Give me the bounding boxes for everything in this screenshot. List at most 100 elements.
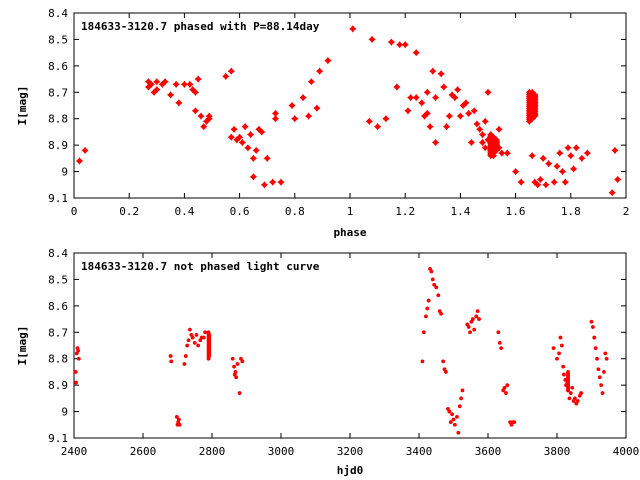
data-point — [602, 370, 606, 374]
data-point — [551, 346, 556, 351]
x-tick-label: 3000 — [268, 445, 295, 458]
data-point — [407, 94, 415, 102]
chart-title: 184633-3120.7 not phased light curve — [81, 260, 320, 273]
data-point — [462, 99, 470, 107]
phased-light-curve-panel: 0 0.2 0.4 0.6 0.8 1 1.2 1.4 1.6 1.8 2 8.4 8.5 8.6 8.7 8… — [16, 7, 629, 239]
data-point — [558, 335, 563, 340]
data-point — [567, 396, 572, 401]
x-tick-label: 0.2 — [119, 205, 139, 218]
data-point — [481, 117, 489, 125]
data-point — [192, 340, 197, 345]
data-point — [528, 115, 536, 123]
data-point — [457, 404, 462, 409]
data-point — [564, 144, 572, 152]
data-point — [382, 115, 390, 123]
data-point — [153, 86, 161, 94]
data-point — [608, 189, 616, 197]
y-tick-label: 9 — [61, 166, 68, 179]
data-point — [559, 343, 564, 348]
x-tick-label: 2600 — [130, 445, 157, 458]
data-point — [190, 335, 195, 340]
data-point — [481, 144, 489, 152]
data-point — [484, 136, 492, 144]
data-point — [168, 354, 173, 358]
data-point — [175, 99, 183, 107]
y-tick-label: 8.5 — [48, 33, 68, 46]
data-point — [425, 306, 430, 311]
data-point — [570, 165, 578, 173]
data-point — [191, 88, 199, 96]
data-point — [194, 75, 202, 83]
x-tick-label: 0.4 — [174, 205, 194, 218]
data-point — [452, 422, 457, 427]
y-tick-label: 9 — [61, 406, 68, 419]
data-point — [182, 362, 187, 366]
y-tick-label: 9.1 — [48, 432, 68, 445]
data-point — [393, 83, 401, 91]
data-point — [169, 359, 174, 364]
y-axis-label: I[mag] — [16, 86, 29, 126]
data-point — [76, 356, 81, 361]
data-point — [421, 330, 426, 335]
data-point — [534, 181, 542, 189]
data-point — [191, 107, 199, 115]
data-point — [74, 380, 78, 385]
data-point — [441, 359, 446, 364]
data-point — [555, 356, 559, 361]
data-point — [472, 327, 477, 332]
data-point — [528, 152, 536, 160]
data-point — [474, 314, 479, 319]
data-point — [583, 149, 591, 157]
data-point — [484, 88, 492, 96]
data-point — [426, 298, 431, 303]
data-point — [233, 136, 241, 144]
data-point — [230, 125, 238, 133]
data-point — [604, 356, 609, 361]
data-point — [194, 333, 199, 337]
data-point — [456, 430, 461, 435]
data-point — [387, 38, 395, 46]
data-point — [307, 78, 315, 86]
data-point — [459, 101, 467, 110]
data-point — [451, 94, 459, 102]
data-point — [557, 351, 561, 356]
y-axis-label: I[mag] — [16, 326, 29, 366]
data-point — [466, 325, 471, 329]
data-point — [299, 94, 307, 102]
data-point — [429, 67, 437, 75]
data-point — [365, 117, 373, 125]
data-point — [401, 41, 409, 49]
data-point — [504, 391, 508, 395]
data-point — [200, 123, 208, 131]
data-point — [271, 109, 280, 117]
data-point — [450, 412, 455, 417]
data-point — [470, 107, 478, 115]
data-point — [593, 346, 598, 351]
data-point — [189, 86, 197, 94]
data-point — [412, 49, 420, 57]
data-point — [578, 154, 586, 162]
y-tick-label: 8.9 — [48, 379, 68, 392]
data-point — [260, 181, 268, 189]
data-point — [237, 391, 242, 395]
data-point — [426, 123, 434, 131]
x-tick-label: 2800 — [199, 445, 226, 458]
data-point — [542, 181, 550, 189]
data-point — [575, 399, 580, 403]
data-point — [568, 391, 573, 395]
data-point — [412, 94, 420, 102]
data-point — [502, 385, 507, 390]
data-point — [512, 420, 517, 425]
plot-frame — [73, 252, 627, 439]
y-tick-label: 8.6 — [48, 300, 68, 313]
data-point — [447, 409, 452, 414]
y-tick-label: 8.8 — [48, 353, 68, 366]
data-point — [456, 112, 464, 120]
data-point — [374, 123, 382, 131]
data-point — [478, 138, 487, 147]
data-point — [420, 112, 429, 120]
data-point — [75, 157, 84, 165]
data-point — [233, 370, 238, 374]
data-point — [432, 94, 440, 102]
